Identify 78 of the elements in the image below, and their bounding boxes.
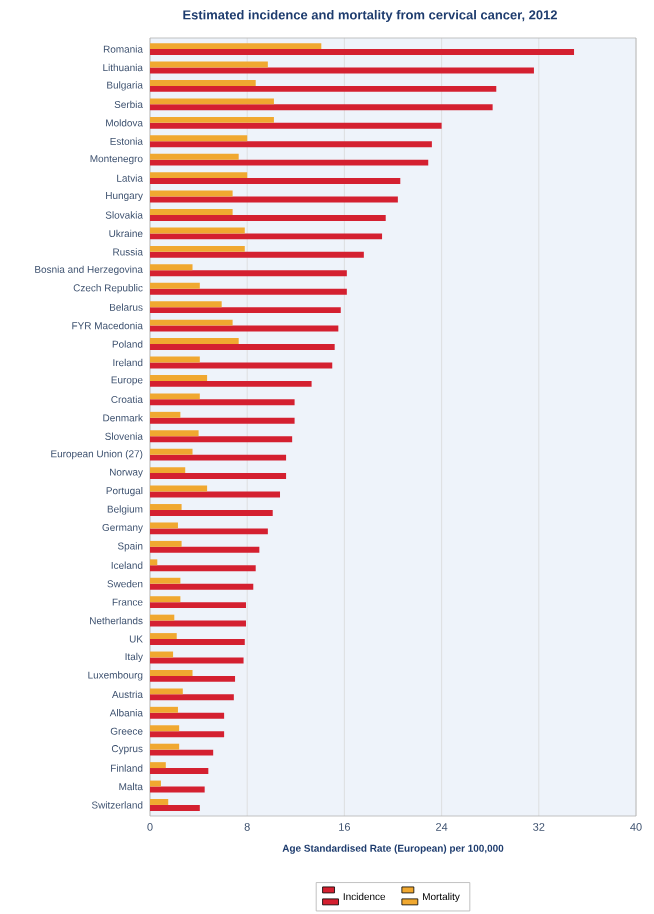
bar <box>150 190 233 197</box>
bar <box>150 743 180 750</box>
bar <box>150 393 200 400</box>
bar <box>150 540 182 547</box>
bar <box>150 436 293 443</box>
bar <box>150 657 244 664</box>
bar <box>150 528 268 535</box>
bar <box>150 639 245 645</box>
bar <box>150 620 246 627</box>
bar <box>150 694 234 701</box>
bar <box>150 98 274 105</box>
bar <box>150 762 166 769</box>
bar <box>150 344 335 350</box>
bar <box>150 104 493 111</box>
bar <box>150 43 322 50</box>
bar <box>150 633 177 640</box>
bar <box>150 399 295 406</box>
bar <box>150 417 295 424</box>
bar <box>150 577 181 584</box>
bar <box>150 270 347 277</box>
bar <box>150 583 254 590</box>
bar <box>150 251 364 258</box>
bar <box>150 116 274 123</box>
bar <box>150 380 312 387</box>
bar <box>150 675 236 682</box>
bar <box>150 80 256 86</box>
bar <box>150 749 214 756</box>
bar <box>150 374 208 381</box>
bar <box>150 172 248 179</box>
bar <box>150 804 200 811</box>
bar <box>150 688 183 695</box>
bar <box>150 559 158 566</box>
bar <box>150 467 186 474</box>
bar <box>150 768 209 774</box>
bar <box>150 338 239 345</box>
bar <box>150 307 341 314</box>
bar <box>150 159 429 166</box>
bar <box>150 614 175 621</box>
bar <box>150 301 222 308</box>
bar <box>150 712 225 719</box>
bar <box>150 135 248 142</box>
bar <box>150 282 200 289</box>
bar <box>150 596 181 603</box>
bar <box>150 85 497 92</box>
bar <box>150 454 287 461</box>
bar <box>150 214 386 221</box>
bar <box>150 504 182 510</box>
bar <box>150 288 347 295</box>
bar <box>150 448 193 455</box>
bar <box>150 565 256 572</box>
bar <box>150 509 273 516</box>
bar <box>150 141 432 148</box>
bar <box>150 233 383 240</box>
bar <box>150 731 225 738</box>
bar <box>150 209 233 215</box>
bar <box>150 122 442 129</box>
bar <box>150 411 181 418</box>
bar <box>150 67 534 74</box>
bar <box>150 153 239 160</box>
bar <box>150 245 245 252</box>
bar <box>150 725 180 732</box>
bar <box>150 430 199 437</box>
bar <box>150 227 245 234</box>
bar <box>150 49 575 55</box>
bar <box>150 178 401 185</box>
bar <box>150 706 178 713</box>
bar <box>150 485 208 492</box>
bar <box>150 522 178 529</box>
bar <box>150 602 246 609</box>
bar <box>150 546 260 553</box>
bar <box>150 473 287 480</box>
bar <box>150 319 233 326</box>
bar <box>150 799 169 805</box>
bar <box>150 325 339 332</box>
bar <box>150 264 193 271</box>
bar <box>150 669 193 676</box>
bar <box>150 362 333 369</box>
bar <box>150 780 161 787</box>
